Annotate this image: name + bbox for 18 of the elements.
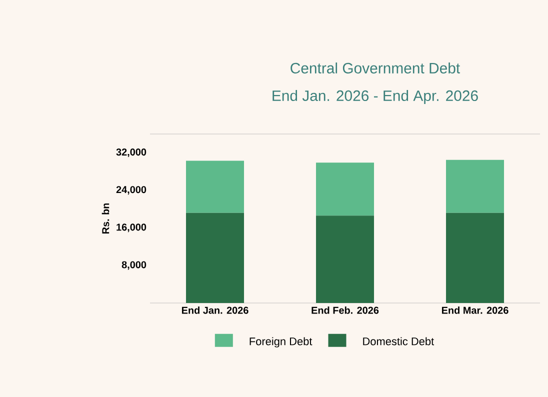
bar bbox=[186, 212, 244, 303]
chart-title: Central Government Debt bbox=[290, 62, 460, 74]
y-tick-label: 32,000 bbox=[116, 148, 146, 158]
y-tick-label: 8,000 bbox=[122, 261, 146, 270]
y-tick-label: 24,000 bbox=[116, 186, 146, 195]
x-tick-label: End Feb. 2026 bbox=[312, 306, 379, 314]
bar bbox=[316, 162, 374, 216]
bar bbox=[316, 216, 374, 303]
legend-label: Domestic Debt bbox=[363, 337, 434, 346]
bar bbox=[446, 212, 504, 303]
x-tick-label: End Jan. 2026 bbox=[182, 306, 248, 314]
y-tick-label: 16,000 bbox=[116, 224, 146, 232]
x-tick-label: End Mar. 2026 bbox=[442, 306, 508, 314]
chart-subtitle: End Jan. 2026 - End Apr. 2026 bbox=[272, 90, 478, 104]
bar bbox=[446, 160, 504, 213]
y-axis-title: Rs. bn bbox=[102, 203, 110, 234]
legend-label: Foreign Debt bbox=[250, 337, 312, 348]
bar bbox=[186, 160, 244, 213]
